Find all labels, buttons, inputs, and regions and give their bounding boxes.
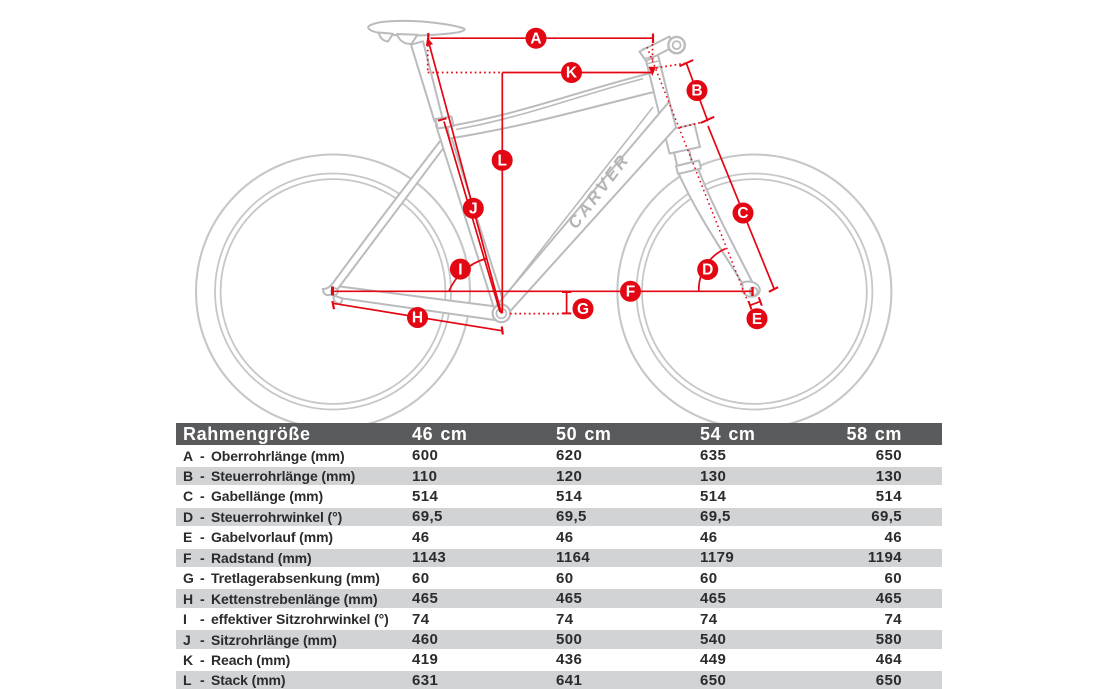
svg-text:CARVER: CARVER xyxy=(564,150,634,233)
svg-text:I: I xyxy=(458,261,462,278)
svg-text:K: K xyxy=(566,65,578,82)
svg-text:A: A xyxy=(530,30,541,47)
svg-text:J: J xyxy=(469,201,478,218)
svg-text:H: H xyxy=(412,310,423,327)
svg-text:L: L xyxy=(497,153,506,170)
svg-text:B: B xyxy=(691,83,702,100)
svg-text:G: G xyxy=(577,301,589,318)
svg-text:E: E xyxy=(752,311,762,328)
svg-text:F: F xyxy=(626,284,635,301)
svg-text:D: D xyxy=(702,262,713,279)
svg-text:C: C xyxy=(737,205,748,222)
